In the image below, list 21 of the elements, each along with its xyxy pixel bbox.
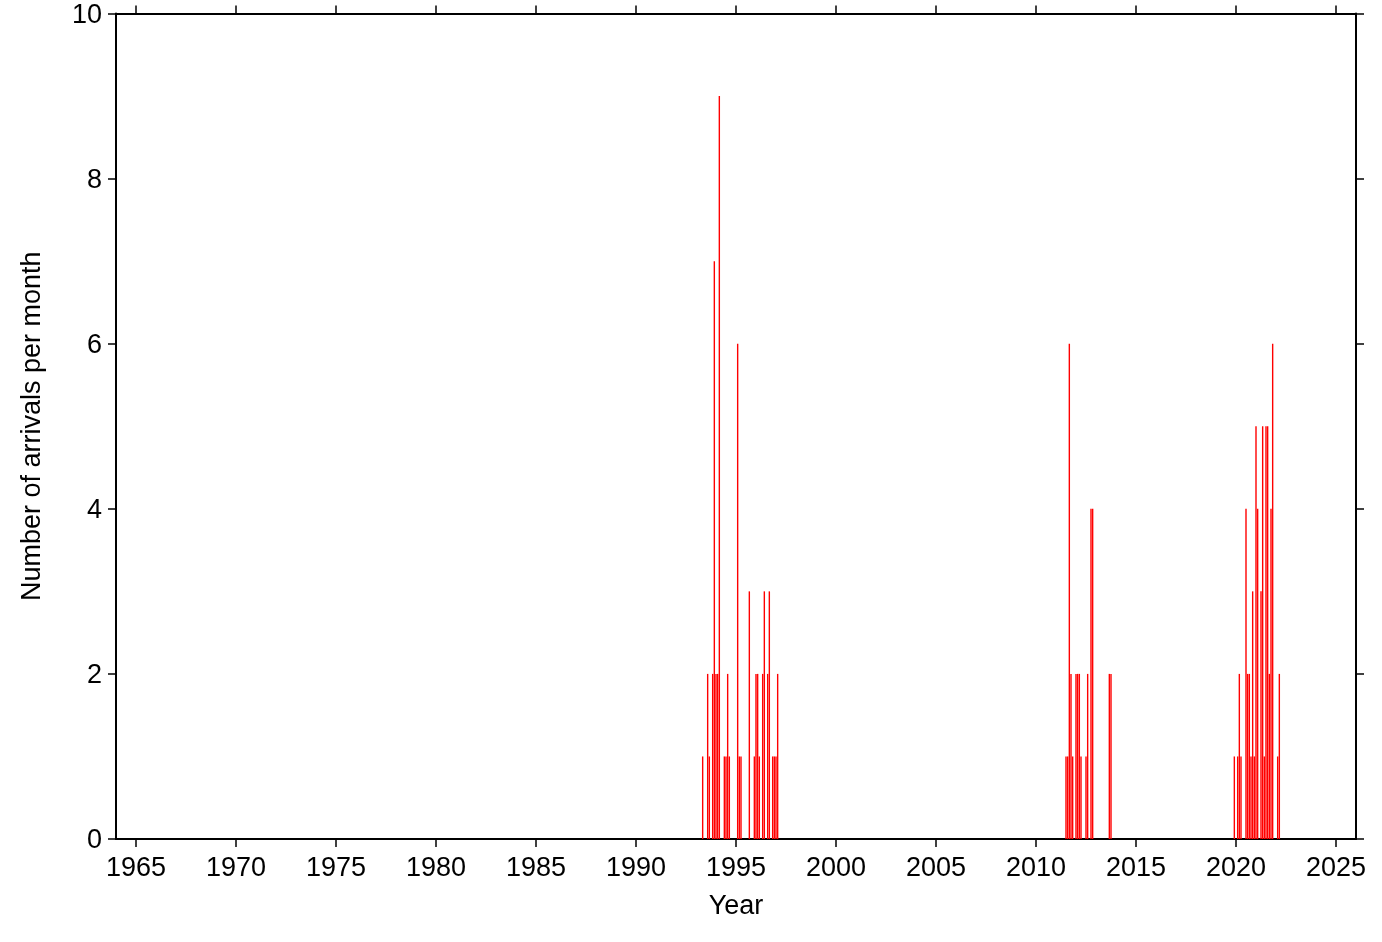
x-tick-label: 1975 <box>305 851 367 882</box>
y-tick-label: 0 <box>86 824 102 854</box>
y-tick-label: 10 <box>71 0 102 29</box>
y-axis-title: Number of arrivals per month <box>15 251 46 602</box>
x-tick-label: 1965 <box>105 851 167 882</box>
x-tick-label: 1990 <box>605 851 667 882</box>
y-tick-label: 4 <box>86 493 102 524</box>
x-tick-label: 1995 <box>705 851 767 882</box>
x-tick-label: 2015 <box>1105 851 1167 882</box>
x-tick-label: 1970 <box>205 851 267 882</box>
x-tick-label: 2025 <box>1305 851 1367 882</box>
x-axis-title: Year <box>708 889 764 920</box>
x-tick-label: 1985 <box>505 851 567 882</box>
x-tick-label: 2020 <box>1205 851 1267 882</box>
x-tick-label: 1980 <box>405 851 467 882</box>
y-tick-label: 8 <box>86 163 102 194</box>
y-tick-label: 6 <box>86 328 102 359</box>
x-tick-label: 2005 <box>905 851 967 882</box>
x-tick-label: 2010 <box>1005 851 1067 882</box>
x-tick-label: 2000 <box>805 851 867 882</box>
y-tick-label: 2 <box>86 658 102 689</box>
